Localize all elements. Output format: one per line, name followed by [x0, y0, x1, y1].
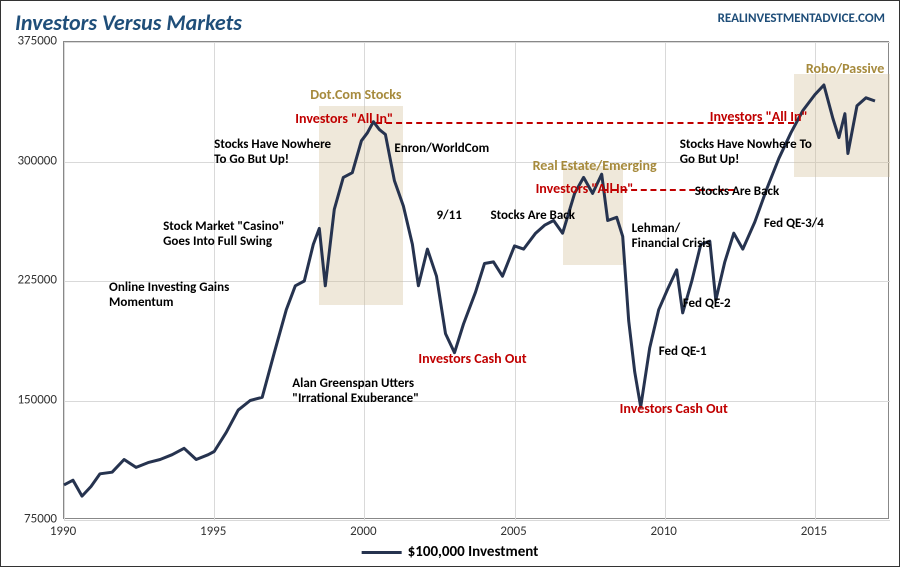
annotation: Stock Market "Casino"Goes Into Full Swin… — [163, 220, 284, 250]
annotation: Stocks Have Nowhere ToGo But Up! — [680, 138, 812, 168]
annotation: Fed QE-3/4 — [764, 217, 824, 232]
plot-area: Dot.Com Stocks Investors "All In" Stocks H… — [63, 41, 889, 519]
annotation: Robo/Passive — [806, 61, 884, 77]
annotation: Online Investing GainsMomentum — [109, 281, 229, 311]
x-axis-label: 2000 — [350, 524, 376, 539]
annotation: 9/11 — [436, 209, 461, 224]
annotation: Stocks Are Back — [695, 185, 779, 200]
chart-container: Investors Versus Markets REALINVESTMENTA… — [0, 0, 900, 567]
y-axis-label: 225000 — [7, 273, 57, 288]
legend: $100,000 Investment — [362, 543, 539, 561]
chart-source: REALINVESTMENTADVICE.COM — [718, 11, 885, 26]
annotation: Stocks Are Back — [491, 209, 575, 224]
annotation: Investors Cash Out — [620, 401, 728, 417]
y-axis-label: 150000 — [7, 392, 57, 407]
annotation: Alan Greenspan Utters"Irrational Exubera… — [292, 377, 419, 407]
x-axis-label: 2005 — [500, 524, 526, 539]
annotation: Investors "All In" — [710, 109, 808, 125]
annotation: Investors "All In" — [536, 181, 634, 197]
x-axis-label: 2010 — [651, 524, 677, 539]
x-axis-label: 2015 — [801, 524, 827, 539]
chart-title: Investors Versus Markets — [15, 9, 242, 36]
y-axis-label: 375000 — [7, 34, 57, 49]
x-axis-label: 1995 — [200, 524, 226, 539]
annotation: Investors "All In" — [295, 111, 393, 127]
y-axis-label: 300000 — [7, 153, 57, 168]
annotation: Lehman/Financial Crisis — [632, 222, 711, 252]
x-axis-label: 1990 — [50, 524, 76, 539]
annotation: Stocks Have NowhereTo Go But Up! — [214, 138, 331, 168]
annotation: Fed QE-1 — [659, 345, 707, 360]
annotation: Investors Cash Out — [418, 351, 526, 367]
legend-label: $100,000 Investment — [408, 543, 539, 561]
gridline-h — [64, 520, 890, 521]
legend-line-swatch — [362, 551, 402, 554]
annotation: Dot.Com Stocks — [310, 87, 401, 103]
annotation: Fed QE-2 — [683, 297, 731, 312]
annotation: Enron/WorldCom — [394, 142, 489, 157]
annotation: Real Estate/Emerging — [533, 158, 657, 174]
